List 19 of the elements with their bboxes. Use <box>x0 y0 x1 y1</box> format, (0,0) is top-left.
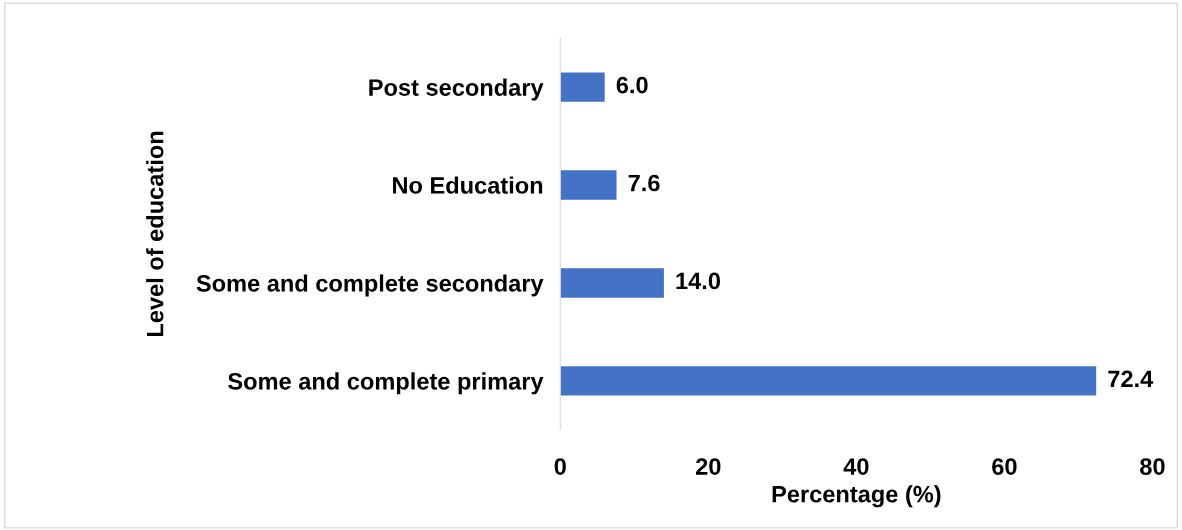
y-tick-label: Some and complete secondary <box>196 274 544 297</box>
data-label: 6.0 <box>616 76 648 94</box>
data-label: 14.0 <box>676 272 720 290</box>
bar <box>560 268 664 298</box>
data-label: 7.6 <box>628 174 660 192</box>
y-axis-title: Level of education <box>146 131 164 337</box>
x-tick-label: 0 <box>554 458 566 475</box>
bar <box>560 366 1097 396</box>
x-tick-label: 20 <box>696 458 721 475</box>
bar <box>560 72 605 102</box>
x-tick-label: 60 <box>992 458 1017 475</box>
y-tick-label: No Education <box>393 176 543 194</box>
bar <box>560 170 617 200</box>
y-tick-label: Some and complete primary <box>228 372 544 395</box>
data-label: 72.4 <box>1108 370 1154 387</box>
x-tick-label: 40 <box>843 458 869 475</box>
x-tick-label: 80 <box>1140 458 1165 475</box>
y-tick-label: Post secondary <box>369 78 544 101</box>
x-axis-title: Percentage (%) <box>772 485 941 508</box>
